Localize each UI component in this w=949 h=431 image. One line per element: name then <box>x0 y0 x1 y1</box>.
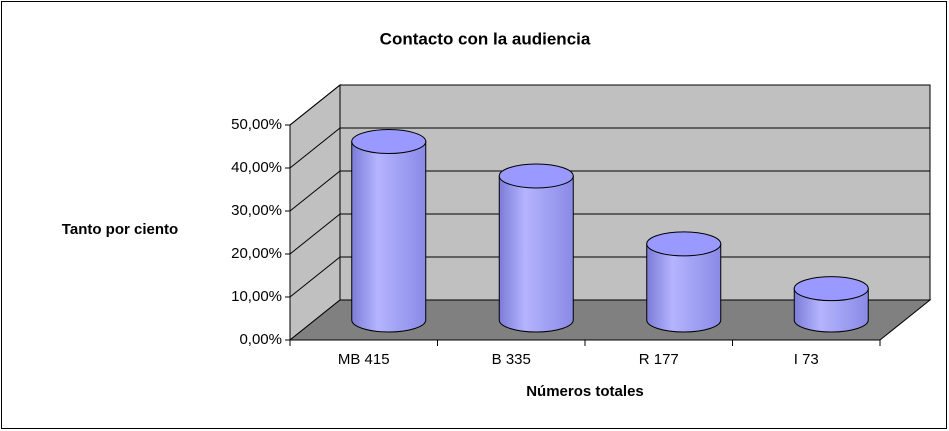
y-tick-label: 30,00% <box>231 202 282 219</box>
x-tick-label: B 335 <box>492 351 531 368</box>
bar <box>498 163 574 333</box>
x-axis-title: Números totales <box>526 383 644 400</box>
category-ticks <box>289 340 881 346</box>
grid-line <box>289 256 930 298</box>
bar <box>351 129 427 333</box>
grid-line <box>289 213 930 255</box>
grid-line <box>289 127 930 169</box>
side-wall <box>289 83 341 342</box>
bar <box>646 231 722 333</box>
bar-top <box>646 231 722 257</box>
bar-top <box>793 276 869 302</box>
back-wall <box>339 84 931 301</box>
y-tick-label: 20,00% <box>231 245 282 262</box>
y-tick-label: 10,00% <box>231 288 282 305</box>
x-tick-label: R 177 <box>639 351 679 368</box>
y-axis-title: Tanto por ciento <box>62 221 178 238</box>
x-tick-label: MB 415 <box>338 351 390 368</box>
grid-line <box>289 84 930 126</box>
bar-top <box>351 129 427 155</box>
bar-top <box>498 163 574 189</box>
y-tick-label: 40,00% <box>231 159 282 176</box>
bar <box>793 276 869 333</box>
y-tick-label: 50,00% <box>231 116 282 133</box>
bar-body <box>351 141 427 333</box>
x-tick-label: I 73 <box>794 351 819 368</box>
y-tick-label: 0,00% <box>239 331 282 348</box>
grid-line <box>289 170 930 212</box>
bar-body <box>498 175 574 333</box>
chart-title: Contacto con la audiencia <box>380 29 591 48</box>
bar-body <box>646 243 722 333</box>
